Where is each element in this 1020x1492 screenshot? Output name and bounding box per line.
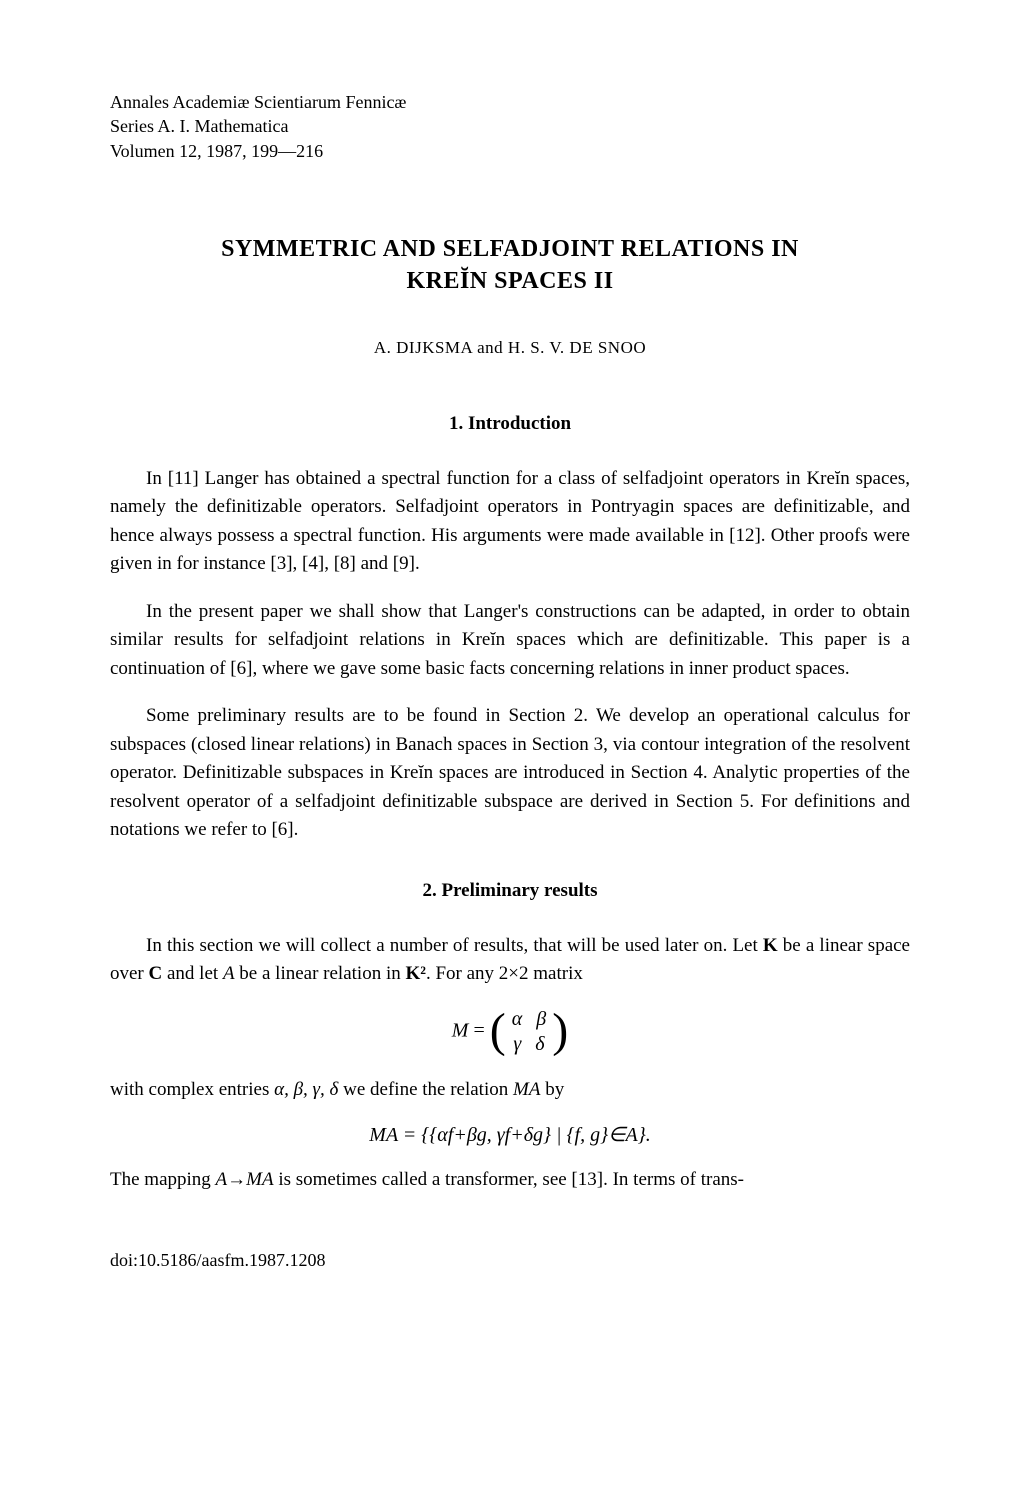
- matrix-M: ( α β γ δ ): [490, 1007, 568, 1057]
- symbol-K2: K²: [405, 963, 425, 984]
- symbol-A: A: [223, 963, 235, 984]
- prelim-p2-post: by: [540, 1079, 564, 1100]
- greek-vars: α, β, γ, δ: [274, 1079, 338, 1100]
- eq1-equals: =: [468, 1019, 489, 1041]
- author-line: A. DIJKSMA and H. S. V. DE SNOO: [110, 338, 910, 358]
- journal-name: Annales Academiæ Scientiarum Fennicæ: [110, 90, 910, 114]
- prelim-p1-mid4: . For any 2×2 matrix: [426, 963, 583, 984]
- intro-p3-text: Some preliminary results are to be found…: [110, 705, 910, 840]
- mapping-A-MA: A→MA: [216, 1169, 274, 1190]
- doi-line: doi:10.5186/aasfm.1987.1208: [110, 1250, 910, 1271]
- matrix-left-paren: (: [490, 1012, 506, 1050]
- title-line-1: SYMMETRIC AND SELFADJOINT RELATIONS IN: [110, 233, 910, 265]
- paper-title: SYMMETRIC AND SELFADJOINT RELATIONS IN K…: [110, 233, 910, 298]
- prelim-paragraph-2: with complex entries α, β, γ, δ we defin…: [110, 1076, 910, 1105]
- matrix-m22: δ: [535, 1032, 544, 1057]
- section-heading-introduction: 1. Introduction: [110, 413, 910, 435]
- matrix-right-paren: ): [552, 1012, 568, 1050]
- prelim-paragraph-1: In this section we will collect a number…: [110, 932, 910, 989]
- eq1-lhs: M: [452, 1019, 469, 1041]
- matrix-cells: α β γ δ: [506, 1007, 552, 1057]
- matrix-m21: γ: [513, 1032, 521, 1057]
- intro-p1-text: In [11] Langer has obtained a spectral f…: [110, 468, 910, 575]
- symbol-MA: MA: [513, 1079, 540, 1100]
- symbol-C: C: [149, 963, 163, 984]
- prelim-paragraph-3: The mapping A→MA is sometimes called a t…: [110, 1166, 910, 1195]
- prelim-p2-mid: we define the relation: [338, 1079, 513, 1100]
- prelim-p1-pre: In this section we will collect a number…: [146, 935, 763, 956]
- prelim-p3-post: is sometimes called a transformer, see […: [274, 1169, 744, 1190]
- prelim-p1-mid2: and let: [162, 963, 223, 984]
- prelim-p2-pre: with complex entries: [110, 1079, 274, 1100]
- equation-MA-definition: MA = {{αf+βg, γf+δg} | {f, g}∈A}.: [110, 1122, 910, 1147]
- section-heading-preliminary: 2. Preliminary results: [110, 880, 910, 902]
- title-line-2: KREĬN SPACES II: [110, 265, 910, 297]
- matrix-m12: β: [536, 1007, 546, 1032]
- symbol-K: K: [763, 935, 778, 956]
- intro-p2-text: In the present paper we shall show that …: [110, 601, 910, 679]
- prelim-p3-pre: The mapping: [110, 1169, 216, 1190]
- equation-matrix-M: M = ( α β γ δ ): [110, 1007, 910, 1057]
- intro-paragraph-1: In [11] Langer has obtained a spectral f…: [110, 465, 910, 579]
- intro-paragraph-2: In the present paper we shall show that …: [110, 598, 910, 684]
- prelim-p1-mid3: be a linear relation in: [235, 963, 406, 984]
- journal-series: Series A. I. Mathematica: [110, 114, 910, 138]
- eq2-text: MA = {{αf+βg, γf+δg} | {f, g}∈A}.: [369, 1124, 650, 1146]
- journal-header: Annales Academiæ Scientiarum Fennicæ Ser…: [110, 90, 910, 163]
- intro-paragraph-3: Some preliminary results are to be found…: [110, 702, 910, 845]
- matrix-m11: α: [512, 1007, 523, 1032]
- journal-volume: Volumen 12, 1987, 199—216: [110, 139, 910, 163]
